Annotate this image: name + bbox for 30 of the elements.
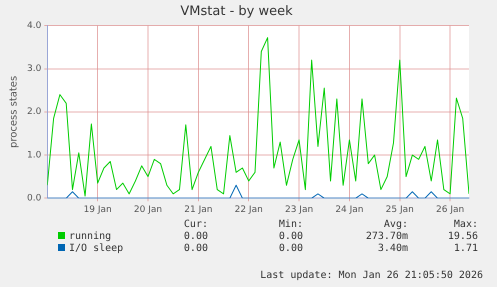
chart-title: VMstat - by week <box>180 4 294 20</box>
legend-label: I/O sleep <box>68 242 124 254</box>
text: Min: <box>278 218 303 230</box>
text: Max: <box>452 218 478 230</box>
text: Avg: <box>382 218 408 230</box>
text: 0.00 <box>278 242 303 254</box>
text: 19.56 <box>446 230 478 242</box>
x-tick-label: 24 Jan <box>335 204 364 215</box>
x-tick-label: 22 Jan <box>234 204 263 215</box>
y-tick-label: 1.0 <box>26 150 42 160</box>
y-tick-label: 4.0 <box>26 20 42 31</box>
text: 3.40m <box>376 242 408 254</box>
text: 1.71 <box>452 242 478 254</box>
text: Last update: Mon Jan 26 21:05:50 2026 <box>260 270 483 281</box>
x-tick-label: 21 Jan <box>184 204 212 215</box>
y-tick-label: 0.0 <box>26 194 42 204</box>
text: Cur: <box>182 218 208 230</box>
x-tick-label: 26 Jan <box>436 204 464 215</box>
x-tick-label: 23 Jan <box>284 204 314 215</box>
text: 0.00 <box>278 230 303 242</box>
x-tick-label: 25 Jan <box>386 204 414 215</box>
text: 0.00 <box>182 230 208 242</box>
text: 0.00 <box>184 242 208 254</box>
legend-label: running <box>68 230 112 242</box>
y-tick-label: 2.0 <box>26 107 42 118</box>
text: 273.70m <box>364 230 408 242</box>
y-axis-title: process states <box>8 76 20 148</box>
y-tick-label: 3.0 <box>26 64 42 74</box>
x-tick-label: 19 Jan <box>84 204 112 215</box>
x-tick-label: 20 Jan <box>134 204 162 215</box>
